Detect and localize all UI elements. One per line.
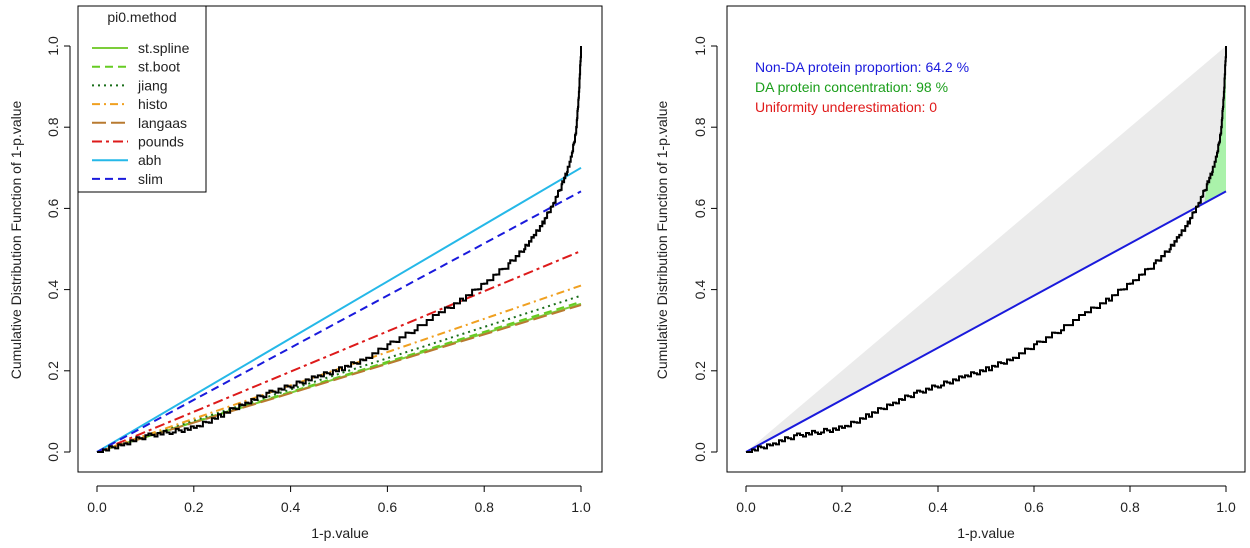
left-x-tick-label: 0.2 (184, 499, 204, 515)
left-x-tick-label: 0.4 (281, 499, 301, 515)
annotation-value: 98 % (916, 79, 948, 95)
left-y-axis-label: Cumulative Distribution Function of 1-p.… (8, 100, 24, 379)
series-line-abh (96, 166, 582, 453)
da-concentration-shade (1204, 46, 1226, 204)
annotation-value: 64.2 % (925, 59, 969, 75)
left-ecdf-curve (97, 46, 582, 453)
pi0-line (745, 190, 1227, 453)
right-x-tick-label: 0.6 (1024, 499, 1044, 515)
right-y-tick-label: 0.2 (692, 361, 708, 381)
legend-label: st.spline (138, 40, 190, 56)
annotation-1: DA protein concentration: 98 % (755, 79, 948, 95)
right-x-tick-label: 0.4 (928, 499, 948, 515)
right-x-axis-label: 1-p.value (957, 525, 1015, 541)
annotation-label: DA protein concentration: (755, 79, 916, 95)
left-plot-frame (77, 5, 603, 473)
left-panel: 0.0 0.2 0.4 0.6 0.8 1.0 0.0 0.2 0.4 0.6 0.8 1.0 1-p… (8, 5, 603, 541)
right-ecdf-curve (746, 46, 1227, 453)
right-axes: 0.0 0.2 0.4 0.6 0.8 1.0 0.0 0.2 0.4 0.6 0.8 1.0 (692, 36, 1236, 515)
legend-label: histo (138, 96, 168, 112)
left-y-tick-label: 0.2 (45, 361, 61, 381)
left-x-tick-label: 0.0 (87, 499, 107, 515)
right-x-tick-label: 0.8 (1120, 499, 1140, 515)
left-axes: 0.0 0.2 0.4 0.6 0.8 1.0 0.0 0.2 0.4 0.6 0.8 1.0 (45, 36, 591, 515)
legend-label: st.boot (138, 59, 180, 75)
series-line-langaas (96, 304, 582, 453)
legend-title: pi0.method (107, 9, 176, 25)
right-plot-frame (726, 5, 1246, 473)
uniform-region-shade (746, 46, 1226, 452)
left-x-axis-label: 1-p.value (311, 525, 369, 541)
right-x-tick-label: 0.0 (736, 499, 756, 515)
right-y-tick-label: 1.0 (692, 36, 708, 56)
right-y-tick-label: 0.4 (692, 280, 708, 300)
annotations: Non-DA protein proportion: 64.2 % DA prot… (755, 59, 969, 115)
series-line-pounds (96, 250, 582, 453)
right-y-tick-label: 0.0 (692, 442, 708, 462)
left-y-tick-label: 1.0 (45, 36, 61, 56)
right-y-tick-label: 0.8 (692, 117, 708, 137)
right-plot-area (745, 46, 1227, 453)
left-plot-area (96, 46, 582, 453)
right-x-tick-label: 1.0 (1216, 499, 1236, 515)
legend-label: abh (138, 152, 161, 168)
legend-label: langaas (138, 115, 187, 131)
right-panel: 0.0 0.2 0.4 0.6 0.8 1.0 0.0 0.2 0.4 0.6 0.8 1.0 1-p… (654, 5, 1246, 541)
annotation-label: Uniformity underestimation: (755, 99, 929, 115)
left-x-tick-label: 0.6 (378, 499, 398, 515)
annotation-label: Non-DA protein proportion: (755, 59, 925, 75)
left-y-tick-label: 0.4 (45, 280, 61, 300)
left-y-tick-label: 0.6 (45, 198, 61, 218)
legend: pi0.method st.spline st.boot jiang histo lan… (77, 5, 207, 193)
series-line-slim (96, 190, 582, 453)
legend-label: jiang (137, 77, 168, 93)
right-x-tick-label: 0.2 (832, 499, 852, 515)
right-y-tick-label: 0.6 (692, 198, 708, 218)
legend-box (77, 5, 207, 193)
left-y-tick-label: 0.0 (45, 442, 61, 462)
annotation-value: 0 (929, 99, 937, 115)
series-line-jiang (96, 294, 582, 453)
annotation-2: Uniformity underestimation: 0 (755, 99, 937, 115)
annotation-0: Non-DA protein proportion: 64.2 % (755, 59, 969, 75)
legend-label: pounds (138, 134, 184, 150)
left-x-tick-label: 1.0 (571, 499, 591, 515)
right-y-axis-label: Cumulative Distribution Function of 1-p.… (654, 100, 670, 379)
legend-label: slim (138, 171, 163, 187)
left-x-tick-label: 0.8 (474, 499, 494, 515)
left-y-tick-label: 0.8 (45, 117, 61, 137)
